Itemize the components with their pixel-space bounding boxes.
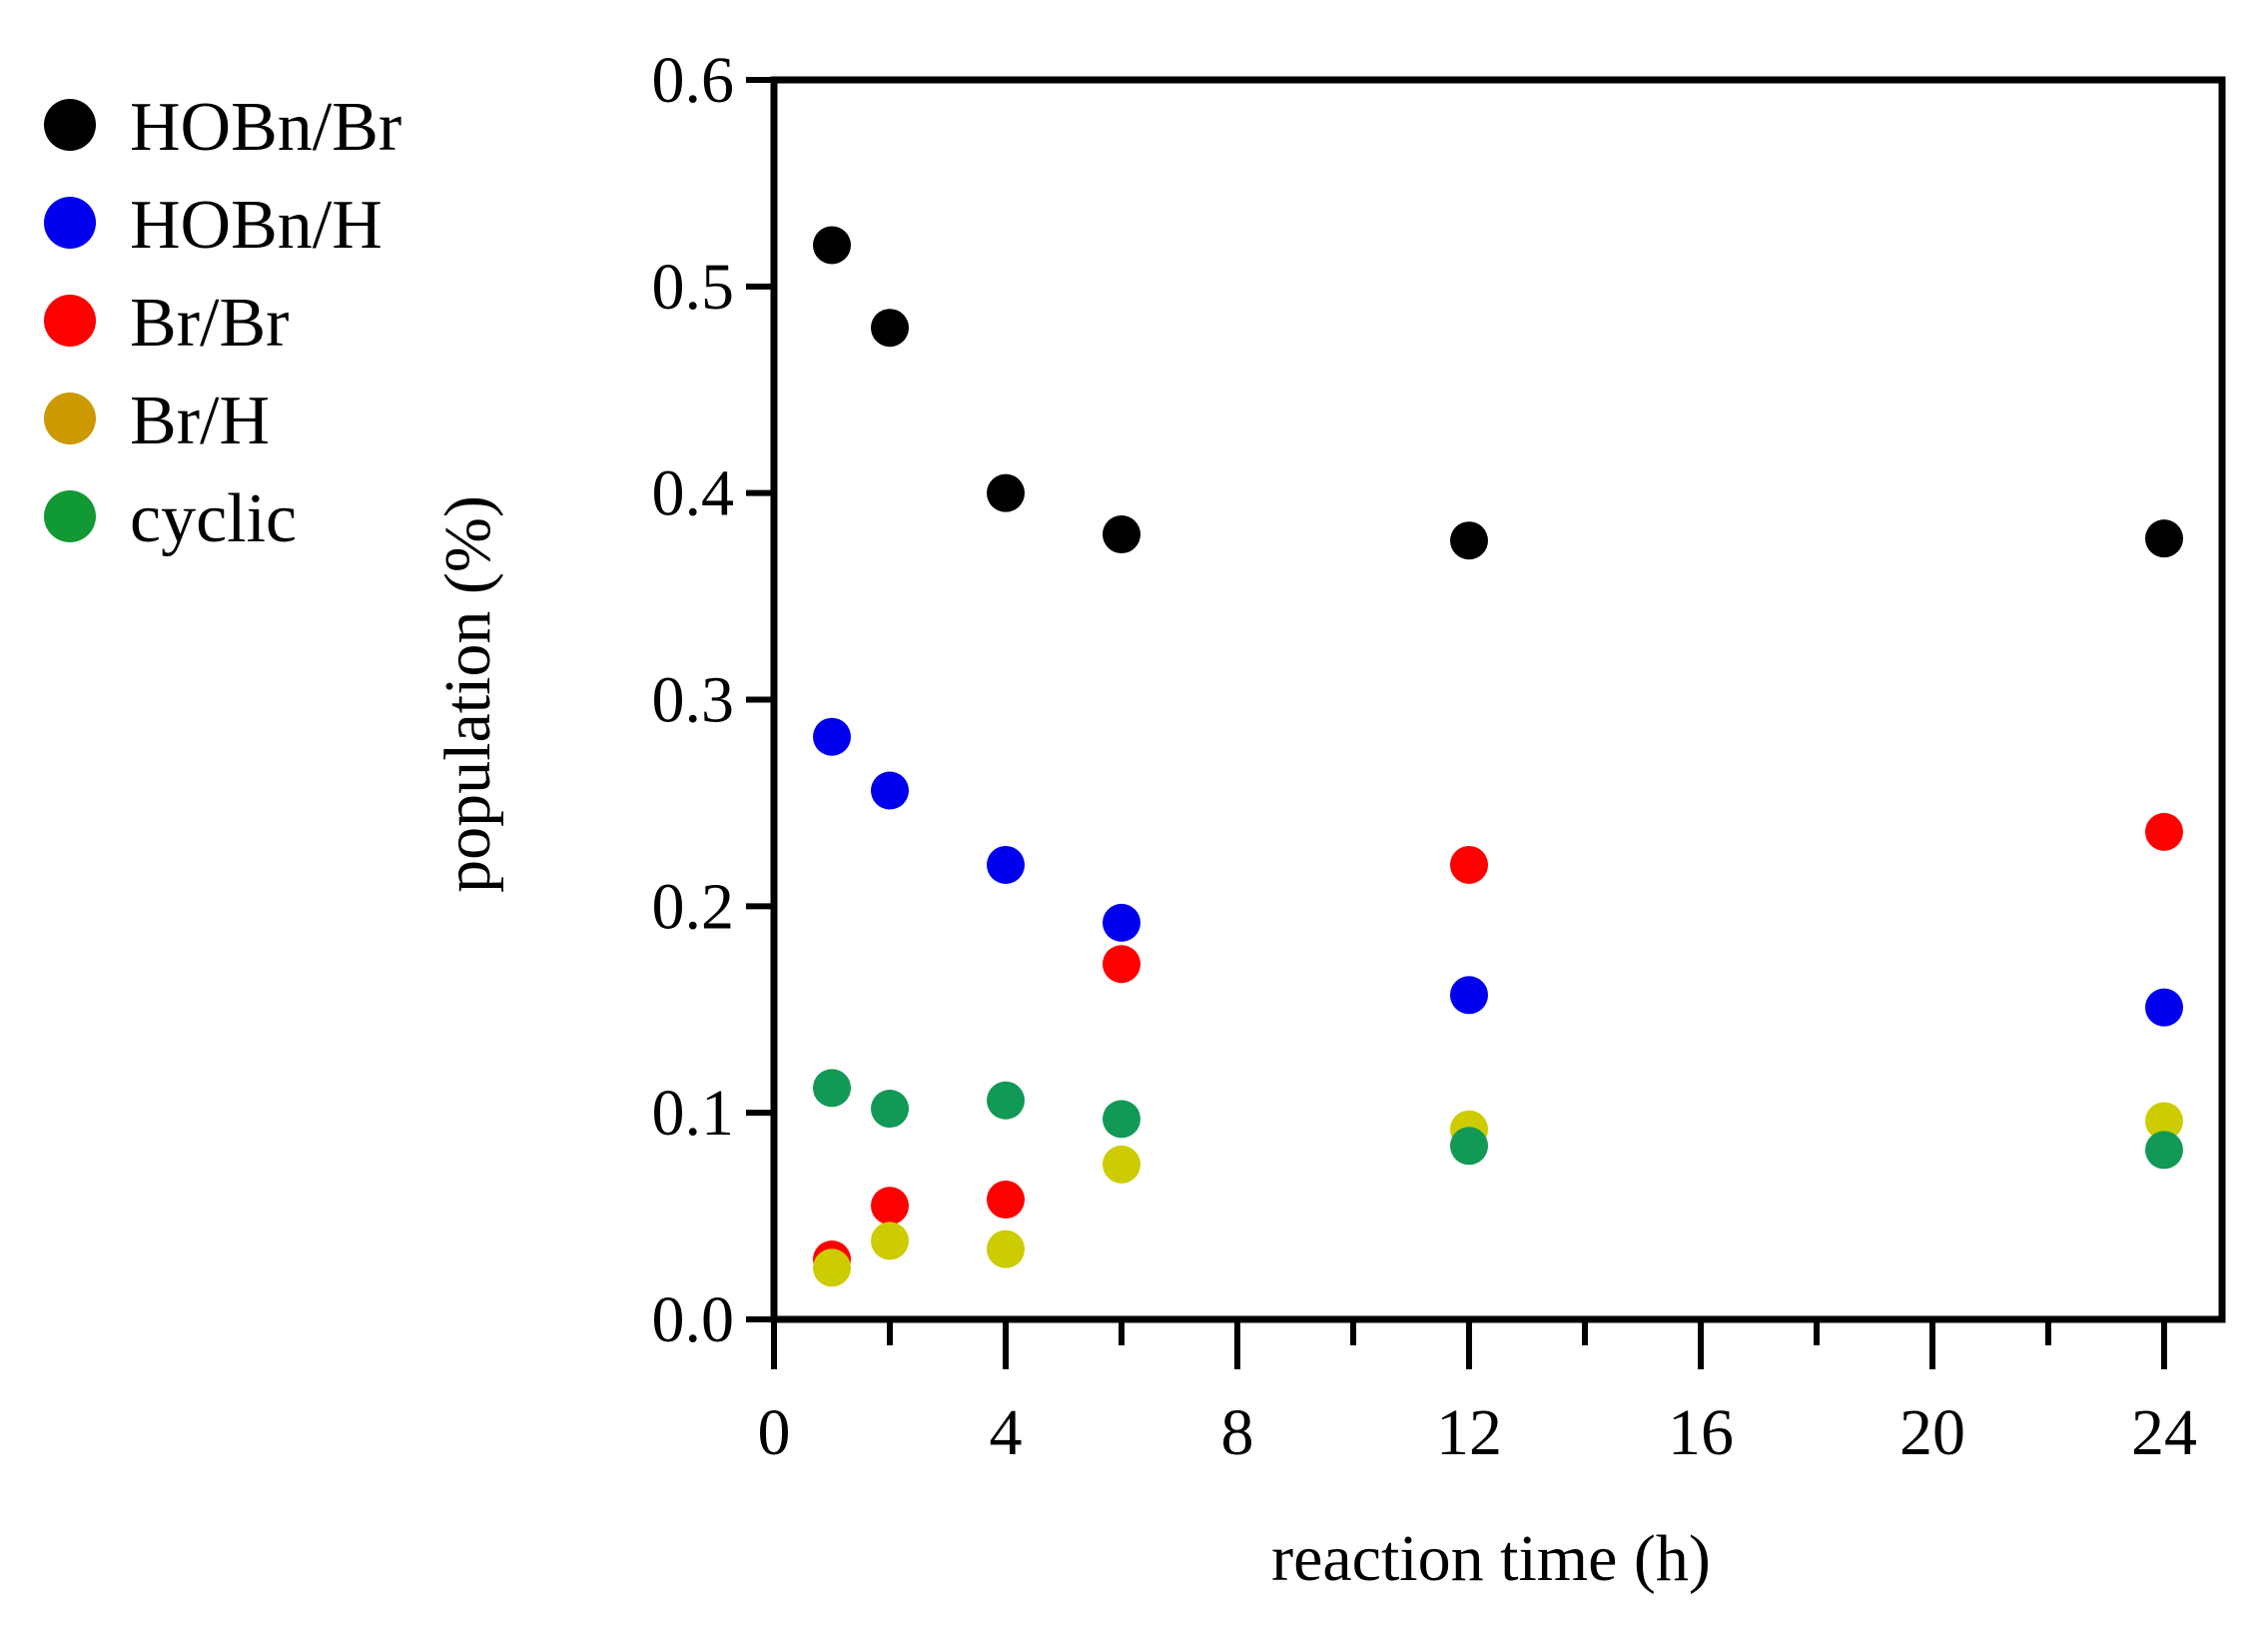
data-point-br-h <box>1103 1145 1140 1184</box>
legend-marker <box>44 490 96 542</box>
x-axis-title: reaction time (h) <box>1271 1522 1711 1595</box>
y-tick-label: 0.5 <box>652 251 735 324</box>
data-point-hobn-h <box>1450 976 1488 1015</box>
y-tick-label: 0.2 <box>652 870 735 943</box>
data-point-br-br <box>871 1187 909 1225</box>
data-point-hobn-br <box>813 226 851 265</box>
data-point-hobn-h <box>2145 988 2183 1027</box>
legend-marker <box>44 393 96 444</box>
data-point-hobn-h <box>1103 903 1140 942</box>
y-tick-label: 0.3 <box>652 664 735 737</box>
data-point-br-br <box>987 1181 1025 1220</box>
axes: 0.0 0.1 0.2 0.3 0.4 0.5 0.6 0 4 8 12 16 20 24 <box>652 44 2226 1469</box>
x-tick-label: 12 <box>1436 1396 1502 1469</box>
y-axis-title: population (%) <box>431 495 504 893</box>
legend-label: HOBn/Br <box>130 89 401 166</box>
data-point-cyclic <box>1103 1100 1140 1139</box>
data-point-hobn-br <box>1450 521 1488 560</box>
legend-label: Br/Br <box>130 285 289 362</box>
legend-label: cyclic <box>130 480 297 557</box>
data-point-hobn-br <box>987 473 1025 512</box>
data-point-hobn-br <box>1103 515 1140 554</box>
data-point-br-h <box>871 1221 909 1260</box>
x-tick-label: 4 <box>990 1396 1023 1469</box>
y-tick-label: 0.1 <box>652 1077 735 1150</box>
data-point-cyclic <box>2145 1131 2183 1170</box>
y-tick-label: 0.0 <box>652 1283 735 1356</box>
data-point-br-br <box>1450 845 1488 884</box>
data-point-br-br <box>2145 812 2183 851</box>
data-points <box>813 226 2183 1287</box>
x-tick-label: 20 <box>1899 1396 1965 1469</box>
legend-label: Br/H <box>130 383 270 459</box>
x-tick-label: 8 <box>1221 1396 1254 1469</box>
legend-marker <box>44 99 96 151</box>
x-tick-label: 0 <box>758 1396 791 1469</box>
data-point-hobn-br <box>871 309 909 348</box>
data-point-hobn-br <box>2145 519 2183 558</box>
data-point-br-br <box>1103 945 1140 984</box>
y-tick-label: 0.4 <box>652 457 735 530</box>
data-point-br-h <box>813 1248 851 1287</box>
data-point-br-h <box>2145 1102 2183 1141</box>
x-tick-label: 24 <box>2131 1396 2197 1469</box>
legend-label: HOBn/H <box>130 187 382 264</box>
data-point-hobn-h <box>871 771 909 810</box>
data-point-cyclic <box>987 1081 1025 1120</box>
data-point-hobn-h <box>813 717 851 756</box>
legend-marker <box>44 197 96 249</box>
data-point-cyclic <box>871 1090 909 1129</box>
data-point-cyclic <box>1450 1127 1488 1166</box>
y-tick-label: 0.6 <box>652 44 735 117</box>
legend: HOBn/Br HOBn/H Br/Br Br/H cyclic <box>44 89 401 557</box>
data-point-cyclic <box>813 1069 851 1108</box>
data-point-hobn-h <box>987 845 1025 884</box>
data-point-br-h <box>987 1229 1025 1268</box>
legend-marker <box>44 295 96 347</box>
x-tick-label: 16 <box>1668 1396 1734 1469</box>
